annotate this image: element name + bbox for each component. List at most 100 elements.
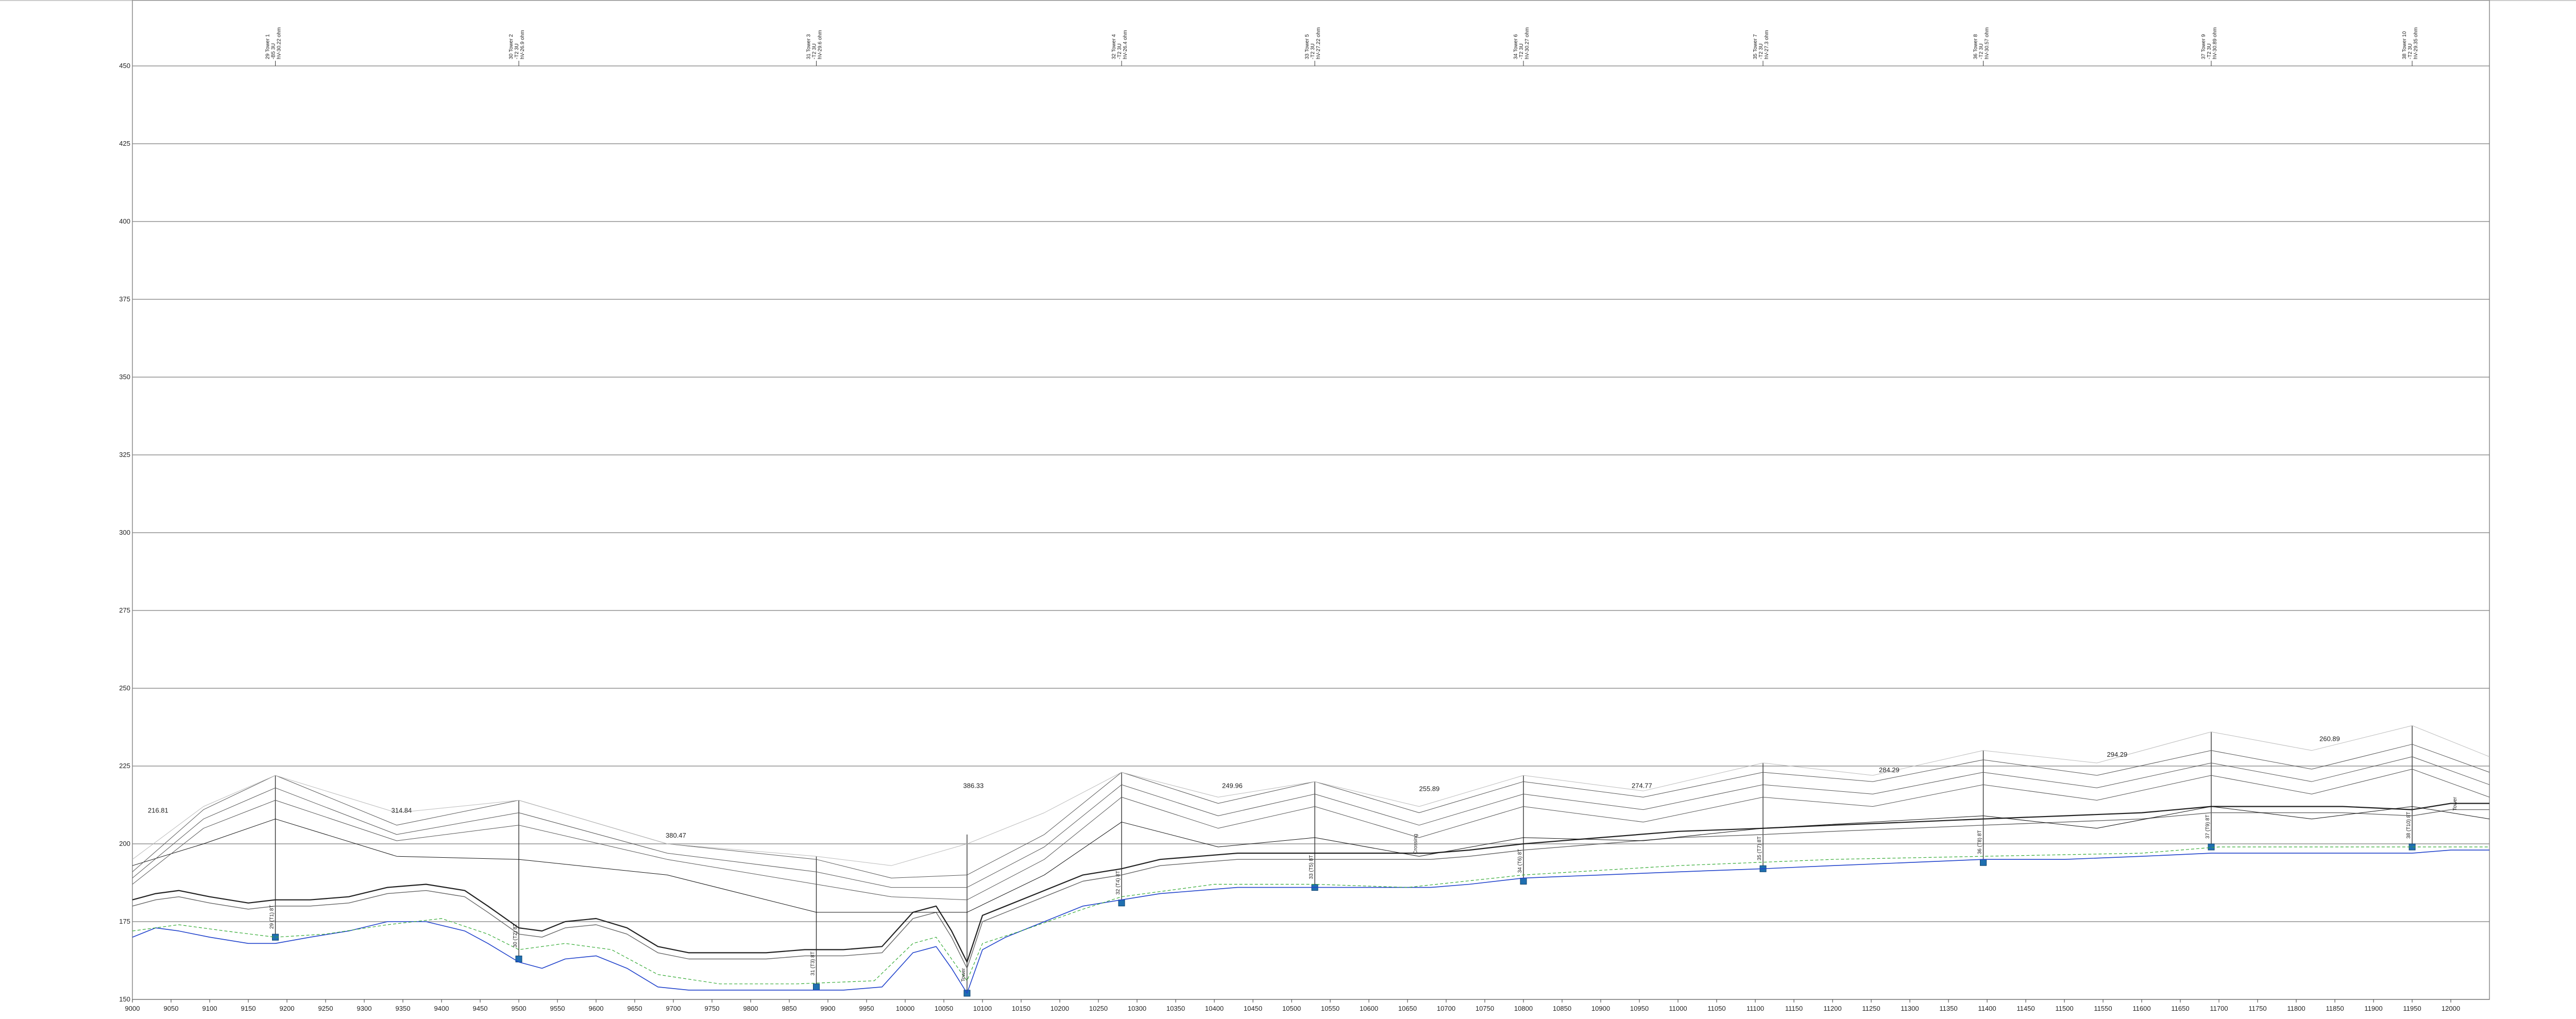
x-tick-label: 12000 bbox=[2442, 1005, 2460, 1012]
x-tick-label: 10850 bbox=[1553, 1005, 1571, 1012]
point-label: Crossing bbox=[1413, 834, 1419, 854]
x-tick-label: 10400 bbox=[1205, 1005, 1224, 1012]
x-tick-label: 11700 bbox=[2210, 1005, 2228, 1012]
x-tick-label: 11850 bbox=[2326, 1005, 2344, 1012]
series-line bbox=[132, 846, 2489, 984]
y-tick-label-left: 250 bbox=[119, 684, 130, 692]
y-tick-label-left: 375 bbox=[119, 295, 130, 303]
y-tick-label-left: 325 bbox=[119, 451, 130, 458]
tower-base-marker bbox=[1980, 859, 1987, 866]
x-tick-label: 10750 bbox=[1476, 1005, 1494, 1012]
tower-label-line: -T2 3U bbox=[1519, 43, 1524, 59]
x-tick-label: 10550 bbox=[1321, 1005, 1340, 1012]
x-tick-label: 11150 bbox=[1785, 1005, 1803, 1012]
x-tick-label: 9900 bbox=[821, 1005, 836, 1012]
x-tick-label: 11450 bbox=[2016, 1005, 2035, 1012]
point-label: 29 (T1) 8T bbox=[269, 905, 275, 929]
x-tick-label: 11650 bbox=[2171, 1005, 2189, 1012]
tower-label-line: -T2 3U bbox=[2207, 43, 2212, 59]
tower-label-line: hV-27.3 ohm bbox=[1764, 30, 1770, 59]
y-tick-label-left: 300 bbox=[119, 529, 130, 536]
tower-label-line: 36 Tower 8 bbox=[1973, 34, 1979, 59]
series-line bbox=[132, 769, 2490, 901]
x-tick-label: 9150 bbox=[241, 1005, 256, 1012]
x-tick-label: 11200 bbox=[1823, 1005, 1841, 1012]
x-tick-label: 11800 bbox=[2287, 1005, 2305, 1012]
x-tick-label: 9850 bbox=[782, 1005, 797, 1012]
x-tick-label: 11950 bbox=[2403, 1005, 2421, 1012]
tower-label-line: hV-27.22 ohm bbox=[1316, 27, 1321, 59]
x-tick-label: 11900 bbox=[2364, 1005, 2382, 1012]
series-line bbox=[132, 744, 2490, 878]
x-tick-label: 10000 bbox=[896, 1005, 914, 1012]
x-tick-label: 11000 bbox=[1669, 1005, 1687, 1012]
tower-label-line: 31 Tower 3 bbox=[806, 34, 812, 59]
y-tick-label-left: 400 bbox=[119, 217, 130, 225]
x-tick-label: 9400 bbox=[434, 1005, 449, 1012]
y-tick-label-left: 350 bbox=[119, 373, 130, 381]
x-tick-label: 9000 bbox=[125, 1005, 140, 1012]
x-tick-label: 10300 bbox=[1128, 1005, 1146, 1012]
tower-base-marker bbox=[1520, 877, 1527, 885]
point-label: 31 (T3) 8T bbox=[810, 952, 816, 976]
profile-series bbox=[132, 725, 2490, 994]
tower-label-line: hV-26.9 ohm bbox=[520, 30, 526, 59]
tower-label-line: hV-26.4 ohm bbox=[1123, 30, 1128, 59]
x-tick-label: 9100 bbox=[202, 1005, 217, 1012]
x-tick-label: 9500 bbox=[512, 1005, 527, 1012]
point-label: 32 (T4) 8T bbox=[1115, 871, 1121, 895]
x-tick-label: 9450 bbox=[473, 1005, 488, 1012]
series-line bbox=[132, 803, 2489, 963]
point-label: Tower bbox=[2452, 796, 2458, 810]
x-tick-label: 10200 bbox=[1050, 1005, 1069, 1012]
x-tick-label: 11300 bbox=[1901, 1005, 1919, 1012]
span-length-label: 386.33 bbox=[963, 782, 984, 789]
x-tick-label: 9300 bbox=[357, 1005, 372, 1012]
tower-label-line: 33 Tower 5 bbox=[1304, 34, 1310, 59]
span-length-label: 294.29 bbox=[2107, 751, 2128, 758]
x-tick-label: 9700 bbox=[666, 1005, 681, 1012]
x-tick-label: 11250 bbox=[1862, 1005, 1880, 1012]
series-line bbox=[132, 850, 2489, 994]
x-tick-label: 10500 bbox=[1282, 1005, 1301, 1012]
point-label: 34 (T6) 8T bbox=[1517, 849, 1523, 873]
tower-label-line: 30 Tower 2 bbox=[509, 34, 514, 59]
x-tick-label: 11400 bbox=[1978, 1005, 1996, 1012]
tower-label-line: hV-29.6 ohm bbox=[818, 30, 823, 59]
tower-base-marker bbox=[813, 983, 820, 991]
point-label: 35 (T7) 8T bbox=[1757, 837, 1762, 861]
x-tick-label: 11100 bbox=[1747, 1005, 1764, 1012]
x-tick-label: 10450 bbox=[1244, 1005, 1262, 1012]
x-tick-label: 9050 bbox=[164, 1005, 179, 1012]
x-tick-label: 10100 bbox=[973, 1005, 992, 1012]
x-tick-label: 10250 bbox=[1089, 1005, 1108, 1012]
point-label: Tower bbox=[961, 967, 967, 981]
y-tick-label-left: 275 bbox=[119, 606, 130, 614]
tower-label-line: 37 Tower 9 bbox=[2201, 34, 2207, 59]
x-tick-label: 10950 bbox=[1630, 1005, 1649, 1012]
tower-label-line: -T2 3U bbox=[1979, 43, 1985, 59]
tower-label-line: 34 Tower 6 bbox=[1513, 34, 1519, 59]
tower-label-line: hV-30.89 ohm bbox=[2212, 27, 2218, 59]
span-length-label: 274.77 bbox=[1632, 782, 1652, 789]
span-length-label: 255.89 bbox=[1419, 785, 1440, 792]
series-line bbox=[132, 809, 2489, 969]
point-label: 38 (T10) 8T bbox=[2406, 812, 2412, 839]
tower-label-line: -T2 3U bbox=[514, 43, 520, 59]
x-tick-label: 9550 bbox=[550, 1005, 565, 1012]
tower-label-line: hV-30.22 ohm bbox=[277, 27, 282, 59]
span-length-label: 314.84 bbox=[392, 807, 412, 814]
x-tick-label: 10600 bbox=[1360, 1005, 1378, 1012]
x-tick-label: 9200 bbox=[280, 1005, 295, 1012]
x-tick-label: 10700 bbox=[1437, 1005, 1455, 1012]
x-tick-label: 10350 bbox=[1166, 1005, 1185, 1012]
series-line bbox=[132, 756, 2490, 888]
x-tick-label: 11350 bbox=[1939, 1005, 1957, 1012]
axis-ticks: 1501501751752002002252252502502752753003… bbox=[119, 62, 2460, 1012]
tower-base-marker bbox=[1118, 899, 1125, 907]
span-length-label: 216.81 bbox=[148, 807, 168, 814]
x-tick-label: 9950 bbox=[859, 1005, 874, 1012]
tower-label-line: 38 Tower 10 bbox=[2402, 31, 2408, 59]
chart-annotations: 216.81 314.84 380.47 386.33 249.96 255.89 274.… bbox=[148, 735, 2458, 982]
